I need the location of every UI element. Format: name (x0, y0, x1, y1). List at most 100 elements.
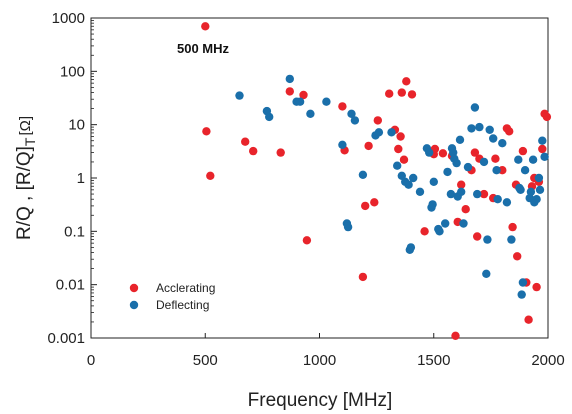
deflecting-point (406, 243, 416, 252)
deflecting-point (470, 103, 480, 112)
accelerating-point (542, 112, 552, 122)
accelerating-point (285, 87, 294, 96)
legend-label-accelerating: Acclerating (156, 281, 215, 295)
deflecting-point (387, 128, 396, 137)
deflecting-point (475, 122, 484, 132)
accelerating-point (397, 88, 406, 97)
x-tick-label: 0 (87, 352, 95, 369)
accelerating-point (473, 232, 482, 241)
legend-label-deflecting: Deflecting (156, 298, 209, 312)
deflecting-point (489, 134, 498, 143)
accelerating-point (508, 222, 517, 232)
deflecting-point (425, 148, 434, 157)
accelerating-point (370, 198, 379, 207)
x-tick-label: 1500 (417, 352, 450, 369)
accelerating-point (385, 89, 394, 98)
deflecting-point (518, 278, 528, 287)
deflecting-point (441, 219, 450, 228)
accelerating-point (479, 189, 489, 199)
deflecting-point (429, 177, 438, 186)
annotation-label: 500 MHz (177, 41, 230, 56)
accelerating-point (491, 154, 500, 163)
deflecting-point (498, 139, 507, 148)
deflecting-point (285, 74, 294, 84)
x-axis-ticks: 0 500 1000 1500 2000 (87, 333, 565, 369)
deflecting-point (455, 135, 465, 144)
deflecting-point (459, 219, 468, 228)
deflecting-point (507, 235, 516, 244)
deflecting-point (540, 152, 549, 161)
y-tick-label: 10 (68, 117, 85, 134)
accelerating-point (518, 146, 528, 156)
deflecting-point (482, 269, 491, 278)
deflecting-point (467, 124, 476, 133)
deflecting-point (235, 91, 244, 100)
deflecting-point (409, 173, 418, 183)
data-points (201, 22, 552, 340)
y-tick-label: 0.01 (56, 277, 85, 294)
legend: Acclerating Deflecting (129, 281, 215, 312)
deflecting-point (479, 157, 489, 167)
deflecting-point (528, 155, 538, 164)
accelerating-point (249, 146, 258, 156)
deflecting-point (493, 195, 502, 204)
accelerating-point (276, 148, 285, 157)
accelerating-point (470, 148, 480, 157)
deflecting-point (265, 112, 274, 122)
accelerating-point (241, 137, 250, 146)
deflecting-point (516, 185, 525, 194)
accelerating-point (505, 127, 514, 136)
y-tick-label: 1000 (52, 10, 85, 27)
x-tick-label: 1000 (303, 352, 336, 369)
deflecting-point (452, 158, 461, 168)
deflecting-point (338, 140, 347, 149)
accelerating-point (396, 132, 405, 141)
accelerating-point (202, 127, 211, 136)
y-axis-title-main: R/Q , [R/Q] (14, 146, 35, 240)
accelerating-point (364, 141, 373, 151)
accelerating-point (302, 236, 312, 245)
deflecting-point (350, 116, 360, 125)
deflecting-point (428, 200, 437, 209)
accelerating-point (299, 90, 308, 100)
legend-marker-deflecting (129, 300, 139, 310)
deflecting-point (295, 97, 305, 106)
deflecting-point (393, 161, 402, 170)
y-axis-title-sub: T (22, 137, 38, 146)
deflecting-point (404, 180, 413, 189)
deflecting-point (485, 125, 494, 134)
deflecting-point (446, 189, 456, 199)
accelerating-point (201, 22, 210, 31)
deflecting-point (492, 166, 501, 175)
legend-marker-accelerating (129, 283, 139, 293)
deflecting-point (463, 162, 473, 172)
deflecting-point (415, 187, 425, 196)
y-tick-label: 0.001 (47, 330, 85, 347)
deflecting-point (483, 235, 492, 244)
deflecting-point (534, 173, 544, 183)
x-tick-label: 500 (193, 352, 218, 369)
accelerating-point (402, 77, 411, 86)
deflecting-point (374, 128, 384, 137)
x-tick-label: 2000 (531, 352, 564, 369)
deflecting-point (535, 185, 545, 194)
deflecting-point (343, 222, 353, 232)
accelerating-point (373, 116, 382, 125)
accelerating-point (361, 201, 370, 211)
deflecting-point (473, 189, 482, 199)
deflecting-point (514, 155, 523, 164)
deflecting-point (358, 170, 368, 179)
accelerating-point (538, 144, 547, 154)
accelerating-point (407, 90, 417, 99)
y-tick-label: 1 (77, 170, 85, 187)
deflecting-point (322, 97, 331, 106)
y-axis-title: R/Q , [R/Q]T[Ω] (14, 116, 38, 240)
deflecting-point (443, 167, 452, 177)
accelerating-point (420, 227, 429, 236)
accelerating-point (524, 315, 533, 324)
y-axis-ticks: 0.001 0.01 0.1 1 10 100 1000 (47, 10, 97, 347)
y-axis-title-unit: [Ω] (17, 116, 34, 136)
deflecting-point (306, 109, 315, 119)
deflecting-point (347, 109, 356, 119)
